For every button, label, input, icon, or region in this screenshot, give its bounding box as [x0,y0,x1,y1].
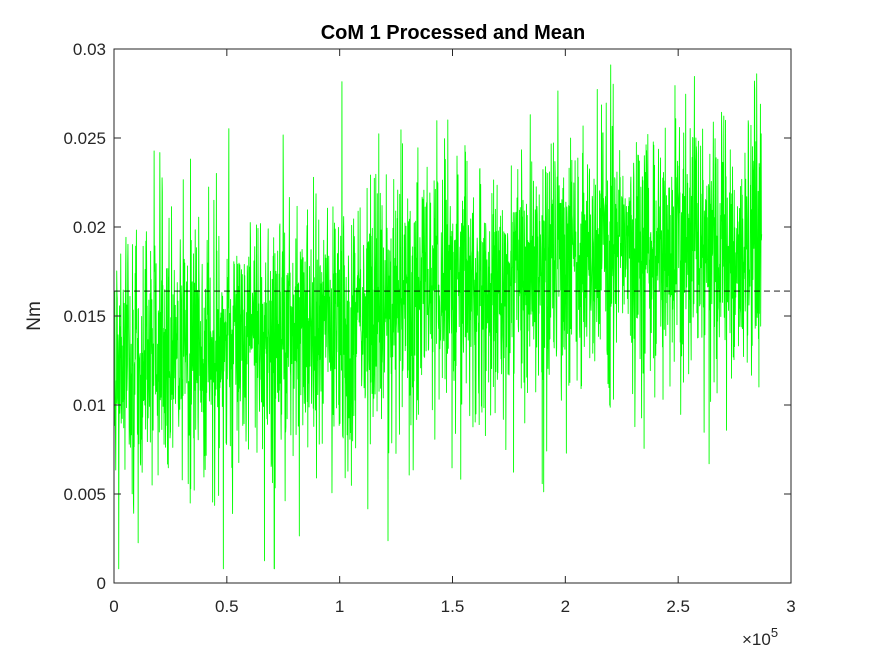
y-ticks: 0 0.005 0.01 0.015 0.02 0.025 0.03 [63,40,791,593]
x-tick-label: 3 [786,597,795,616]
x-exponent-base: ×10 [742,630,771,649]
x-tick-label: 0.5 [215,597,239,616]
series-layer [113,64,763,570]
y-tick-label: 0.01 [73,396,106,415]
y-tick-label: 0 [97,574,106,593]
y-tick-label: 0.025 [63,129,106,148]
y-tick-label: 0.005 [63,485,106,504]
x-tick-label: 2 [561,597,570,616]
x-tick-label: 2.5 [666,597,690,616]
x-tick-label: 1.5 [441,597,465,616]
x-tick-label: 1 [335,597,344,616]
y-tick-label: 0.015 [63,307,106,326]
y-tick-label: 0.03 [73,40,106,59]
x-tick-label: 0 [109,597,118,616]
x-ticks: 0 0.5 1 1.5 2 2.5 3 [109,49,796,616]
y-axis-label: Nm [24,301,45,331]
signal-series-line [113,64,763,570]
x-exponent: ×105 [742,625,778,649]
chart-title: CoM 1 Processed and Mean [321,22,586,44]
x-exponent-power: 5 [771,625,778,640]
y-tick-label: 0.02 [73,218,106,237]
